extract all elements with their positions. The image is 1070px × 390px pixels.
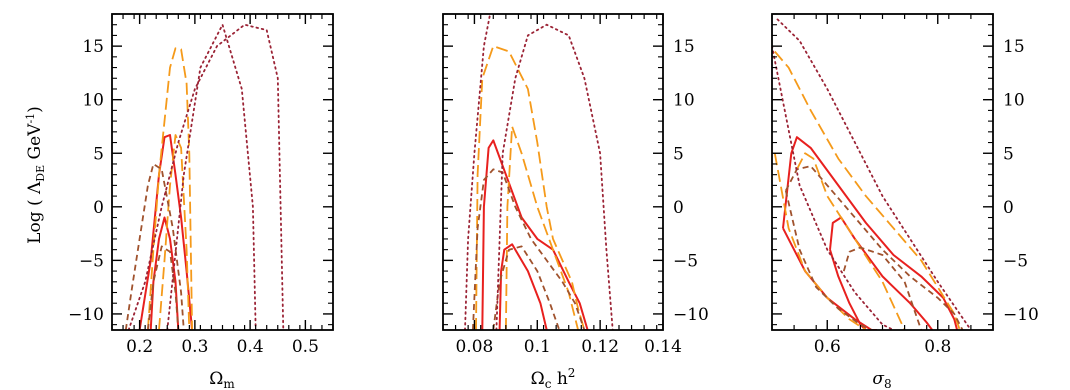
- contour-solid-0: [138, 134, 194, 330]
- contour-long-dash-3: [158, 134, 191, 330]
- contour-short-dash-8: [784, 190, 872, 330]
- contour-solid-1: [498, 243, 548, 330]
- x-tick-label: 0.1: [524, 337, 551, 357]
- y-tick-label: −5: [79, 251, 104, 271]
- contour-long-dash-6: [796, 152, 906, 330]
- contour-long-dash-5: [773, 153, 867, 330]
- x-tick-label: 0.6: [814, 337, 841, 357]
- y-tick-label: 10: [82, 91, 104, 111]
- y-tick-label: −10: [68, 305, 104, 325]
- y-tick-label: 0: [93, 198, 104, 218]
- x-tick-label: 0.14: [644, 337, 682, 357]
- x-tick-label: 0.08: [455, 337, 493, 357]
- x-axis-label-och2: Ωc h2: [531, 366, 576, 390]
- x-tick-label: 0.4: [237, 337, 264, 357]
- y-tick-label: 15: [673, 37, 695, 57]
- contour-long-dash-4: [774, 50, 961, 330]
- panel-och2: 0.08 0.1 0.12 0.14 −10 −5 0 5 10 15: [442, 13, 709, 357]
- x-axis-label-s8: σ8: [872, 369, 891, 390]
- contour-long-dash-3: [505, 125, 579, 330]
- panel-s8: 0.6 0.8 −10 −5 0 5 10 15: [771, 13, 1039, 357]
- contour-solid-0: [481, 139, 589, 330]
- x-tick-label: 0.2: [126, 337, 153, 357]
- y-tick-label: 15: [82, 37, 104, 57]
- y-tick-label: 5: [93, 144, 104, 164]
- series-group: [464, 14, 614, 330]
- x-tick-label: 0.3: [181, 337, 208, 357]
- x-tick-label: 0.12: [581, 337, 619, 357]
- contour-solid-0: [782, 136, 959, 330]
- contour-short-dash-5: [492, 245, 561, 330]
- contour-short-dash-5: [147, 245, 180, 330]
- x-tick-label: 0.8: [924, 337, 951, 357]
- series-group: [772, 18, 972, 330]
- x-axis-label-om: Ωm: [209, 369, 235, 390]
- contour-long-dash-2: [475, 45, 586, 330]
- contour-short-dash-4: [124, 163, 185, 330]
- x-tick-label: 0.5: [292, 337, 319, 357]
- contour-dotted-10: [776, 18, 972, 330]
- panel-om: 0.2 0.3 0.4 0.5 −10 −5 0 5 10 15: [68, 13, 334, 357]
- y-tick-label: 10: [1003, 91, 1025, 111]
- y-tick-label: 15: [1003, 37, 1025, 57]
- y-tick-label: 5: [1003, 144, 1014, 164]
- contour-short-dash-4: [472, 168, 586, 330]
- y-axis-label: Log ( ΛDE GeV-1): [24, 106, 47, 244]
- contour-solid-2: [829, 216, 934, 330]
- y-tick-label: 0: [673, 198, 684, 218]
- plot-frame: [442, 13, 664, 331]
- contour-short-dash-7: [785, 165, 964, 330]
- contour-dotted-7: [464, 14, 492, 330]
- y-tick-label: −10: [1003, 305, 1039, 325]
- contour-solid-1: [782, 227, 877, 330]
- contour-dotted-11: [772, 45, 895, 330]
- y-tick-label: −5: [1003, 251, 1028, 271]
- contour-short-dash-9: [842, 246, 923, 330]
- y-tick-label: 10: [673, 91, 695, 111]
- y-tick-label: −10: [673, 305, 709, 325]
- contour-dotted-7: [166, 23, 257, 330]
- y-tick-label: 0: [1003, 198, 1014, 218]
- y-tick-label: 5: [673, 144, 684, 164]
- contour-long-dash-2: [147, 47, 193, 330]
- series-group: [124, 23, 285, 330]
- y-tick-label: −5: [673, 251, 698, 271]
- contour-dotted-6: [495, 23, 614, 330]
